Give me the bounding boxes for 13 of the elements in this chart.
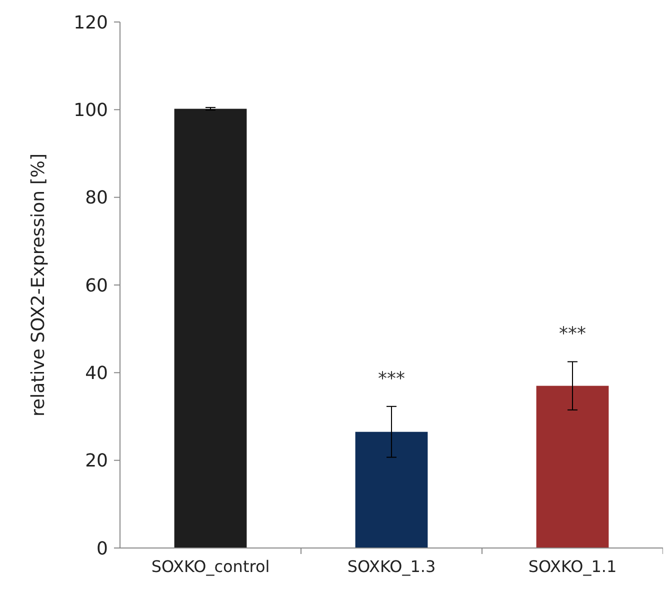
y-tick-label: 100	[74, 100, 108, 121]
y-tick-label: 20	[85, 450, 108, 472]
y-tick-label: 120	[74, 12, 108, 34]
x-tick-label: SOXKO_control	[151, 557, 270, 576]
y-tick-label: 0	[96, 538, 108, 560]
annotation: ***	[559, 324, 586, 345]
y-axis-title: relative SOX2-Expression [%]	[28, 154, 49, 416]
x-tick-label: SOXKO_1.1	[528, 557, 617, 576]
annotation: ***	[378, 368, 405, 390]
y-tick-label: 60	[85, 275, 108, 296]
y-tick-label: 40	[85, 362, 108, 384]
y-tick-label: 80	[85, 188, 108, 209]
x-tick-label: SOXKO_1.3	[347, 557, 436, 576]
